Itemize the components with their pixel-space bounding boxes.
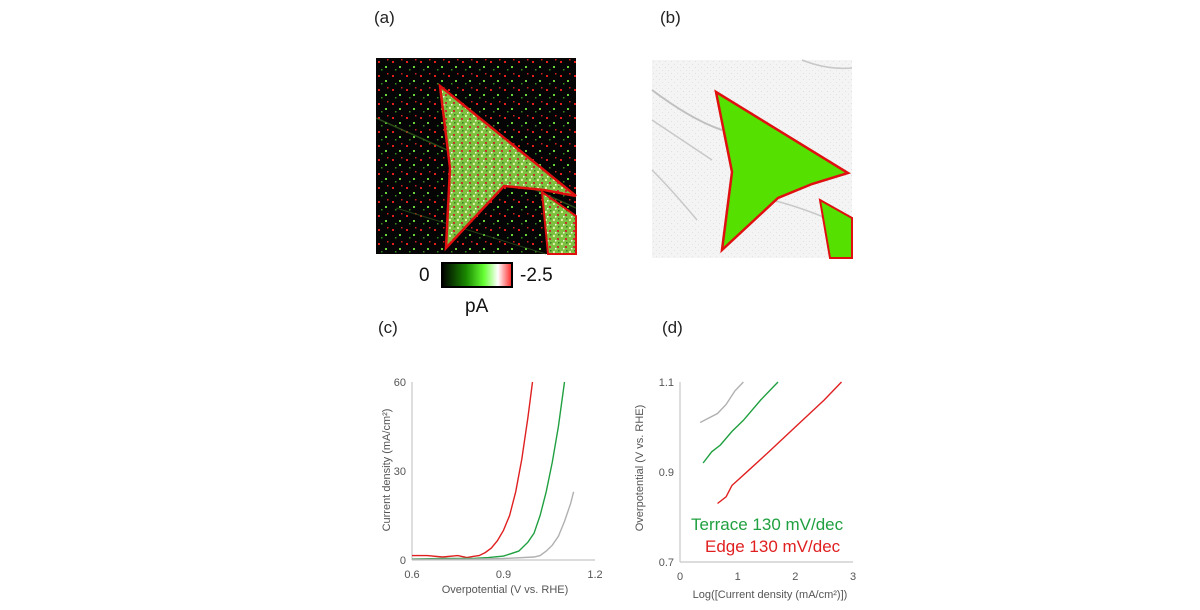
current-map-image <box>375 58 577 255</box>
chart-d-xtick-label: 2 <box>792 571 798 583</box>
chart-c-ylabel: Current density (mA/cm²) <box>381 409 393 532</box>
chart-d-ytick-label: 0.9 <box>659 467 674 479</box>
colorbar-max-label: -2.5 <box>520 265 553 286</box>
chart-c-xtick-label: 0.9 <box>496 569 511 581</box>
chart-d-xtick-label: 3 <box>850 571 856 583</box>
chart-d-series-line-2 <box>717 381 843 505</box>
chart-d-series-line-0 <box>699 381 744 424</box>
chart-c-ytick-label: 30 <box>394 466 406 478</box>
chart-d-ylabel: Overpotential (V vs. RHE) <box>634 405 646 532</box>
chart-c-xtick-label: 1.2 <box>587 569 602 581</box>
chart-c-xtick-label: 0.6 <box>404 569 419 581</box>
panel-label-b: (b) <box>660 8 681 27</box>
chart-c-ytick-label: 60 <box>394 377 406 389</box>
chart-d: 0 1 2 3 0.7 0.9 1.1 Log([Current density (mA/c… <box>634 377 856 601</box>
panel-label-d: (d) <box>662 318 683 337</box>
panel-label-a: (a) <box>374 8 395 27</box>
chart-d-ytick-label: 1.1 <box>659 377 674 389</box>
chart-c: 0.6 0.9 1.2 0 30 60 Overpotential (V vs. RHE)… <box>381 377 603 596</box>
chart-d-xtick-label: 0 <box>677 571 683 583</box>
colorbar <box>441 262 513 288</box>
edge-slope-annotation: Edge 130 mV/dec <box>705 537 841 556</box>
chart-c-series-line-2 <box>411 491 575 561</box>
chart-d-xtick-label: 1 <box>735 571 741 583</box>
chart-d-ytick-label: 0.7 <box>659 557 674 569</box>
colorbar-min-label: 0 <box>419 265 430 286</box>
terrace-slope-annotation: Terrace 130 mV/dec <box>691 515 844 534</box>
chart-c-ytick-label: 0 <box>400 555 406 567</box>
panel-label-c: (c) <box>378 318 398 337</box>
chart-c-series-line-1 <box>411 381 566 560</box>
segmentation-mask-image <box>651 59 853 259</box>
chart-d-xlabel: Log([Current density (mA/cm²)]) <box>693 589 848 601</box>
colorbar-unit: pA <box>465 296 489 317</box>
chart-d-series-line-1 <box>702 381 779 464</box>
chart-c-xlabel: Overpotential (V vs. RHE) <box>442 584 569 596</box>
chart-c-series-line-0 <box>412 381 534 559</box>
